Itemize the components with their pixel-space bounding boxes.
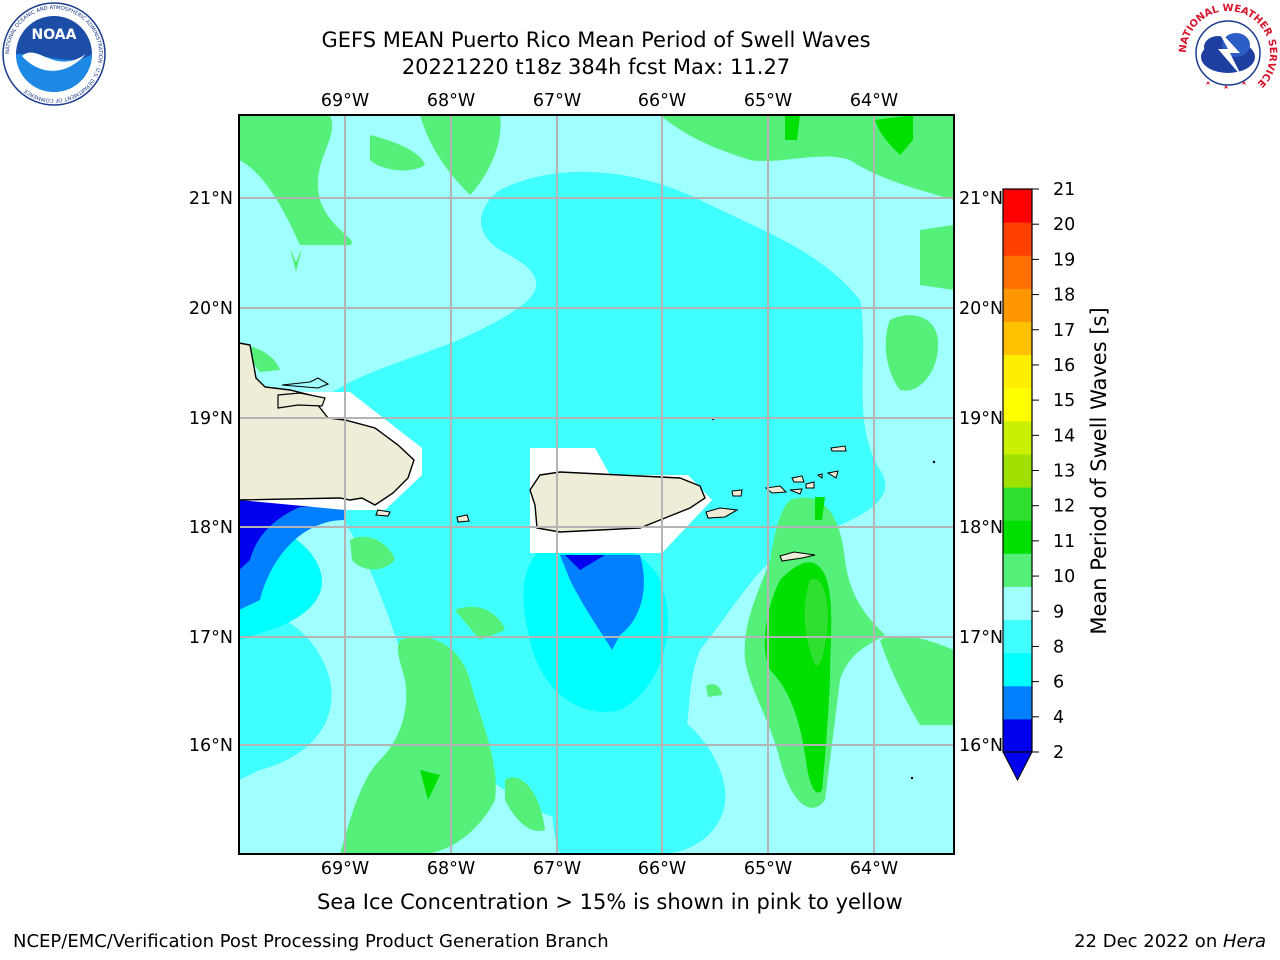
colorbar-bin xyxy=(1003,685,1032,720)
colorbar-bin xyxy=(1003,619,1032,654)
colorbar-tick-label: 10 xyxy=(1053,567,1075,587)
colorbar-bin xyxy=(1003,288,1032,322)
colorbar-bin xyxy=(1003,321,1032,356)
graticule xyxy=(239,115,954,854)
colorbar-tick-label: 6 xyxy=(1053,673,1064,693)
colorbar-tick-label: 21 xyxy=(1053,180,1075,200)
colorbar-bin xyxy=(1003,354,1032,389)
colorbar-bin xyxy=(1003,487,1032,521)
colorbar-bin xyxy=(1003,553,1032,587)
map-frame xyxy=(238,114,955,855)
colorbar-tick-label: 13 xyxy=(1053,462,1075,482)
colorbar-tick-label: 2 xyxy=(1053,743,1064,763)
lon-label-bottom: 67°W xyxy=(533,859,581,879)
lon-label-bottom: 64°W xyxy=(850,859,898,879)
colorbar-tick-label: 17 xyxy=(1053,321,1075,341)
lat-label-left: 21°N xyxy=(189,189,233,209)
lon-label-bottom: 69°W xyxy=(321,859,369,879)
lat-label-left: 19°N xyxy=(189,409,233,429)
colorbar-extend-arrow xyxy=(1002,751,1033,782)
colorbar-label: Mean Period of Swell Waves [s] xyxy=(1087,307,1111,634)
colorbar-bin xyxy=(1003,255,1032,289)
colorbar-tick-label: 18 xyxy=(1053,286,1075,306)
lat-label-right: 17°N xyxy=(959,628,1003,648)
colorbar-bin xyxy=(1003,222,1032,256)
lon-label-top: 64°W xyxy=(850,91,898,111)
lon-label-top: 69°W xyxy=(321,91,369,111)
lon-label-bottom: 65°W xyxy=(744,859,792,879)
colorbar-tick-label: 19 xyxy=(1053,250,1075,270)
colorbar-tick-label: 15 xyxy=(1053,391,1075,411)
colorbar-bin xyxy=(1003,586,1032,621)
colorbar-tick-label: 14 xyxy=(1053,426,1075,446)
sea-ice-note-text: Sea Ice Concentration > 15% is shown in … xyxy=(317,890,903,914)
footer-date-text: 22 Dec 2022 on xyxy=(1074,931,1223,952)
colorbar: 21 20 19 18 17 16 15 14 13 12 11 10 9 8 6 4 2 Mean Perio… xyxy=(1002,180,1111,782)
lon-label-bottom: 68°W xyxy=(427,859,475,879)
colorbar-tick-label: 16 xyxy=(1053,356,1075,376)
colorbar-bin xyxy=(1003,453,1032,488)
lat-label-right: 21°N xyxy=(959,189,1003,209)
colorbar-tick-label: 8 xyxy=(1053,637,1064,657)
colorbar-tick-label: 12 xyxy=(1053,497,1075,517)
svg-text:NOAA: NOAA xyxy=(32,27,77,43)
lat-label-left: 16°N xyxy=(189,736,233,756)
lat-label-left: 20°N xyxy=(189,299,233,319)
chart-subtitle: 20221220 t18z 384h fcst Max: 11.27 xyxy=(401,55,791,79)
colorbar-bin xyxy=(1003,652,1032,687)
colorbar-bin xyxy=(1003,189,1032,223)
lat-label-right: 19°N xyxy=(959,409,1003,429)
lon-label-top: 67°W xyxy=(533,91,581,111)
lat-label-right: 16°N xyxy=(959,736,1003,756)
colorbar-tick-label: 20 xyxy=(1053,215,1075,235)
colorbar-tick-label: 11 xyxy=(1053,532,1075,552)
lon-label-top: 65°W xyxy=(744,91,792,111)
footer-branch: NCEP/EMC/Verification Post Processing Pr… xyxy=(13,931,609,952)
lon-label-top: 66°W xyxy=(638,91,686,111)
lat-label-right: 20°N xyxy=(959,299,1003,319)
lon-label-bottom: 66°W xyxy=(638,859,686,879)
lon-label-top: 68°W xyxy=(427,91,475,111)
colorbar-tick-label: 9 xyxy=(1053,602,1064,622)
lat-label-right: 18°N xyxy=(959,518,1003,538)
chart-title: GEFS MEAN Puerto Rico Mean Period of Swe… xyxy=(321,28,871,52)
colorbar-bin xyxy=(1003,520,1032,554)
colorbar-bin xyxy=(1003,420,1032,455)
nws-logo: NATIONAL WEATHER SERVICE xyxy=(1178,3,1278,103)
footer-machine: Hera xyxy=(1222,931,1266,952)
colorbar-tick-label: 4 xyxy=(1053,708,1064,728)
lat-label-left: 18°N xyxy=(189,518,233,538)
lat-label-left: 17°N xyxy=(189,628,233,648)
colorbar-bin xyxy=(1003,718,1032,753)
colorbar-bin xyxy=(1003,387,1032,422)
footer-date: 22 Dec 2022 on Hera xyxy=(1074,931,1266,952)
noaa-logo: NATIONAL OCEANIC AND ATMOSPHERIC ADMINIS… xyxy=(2,2,106,106)
